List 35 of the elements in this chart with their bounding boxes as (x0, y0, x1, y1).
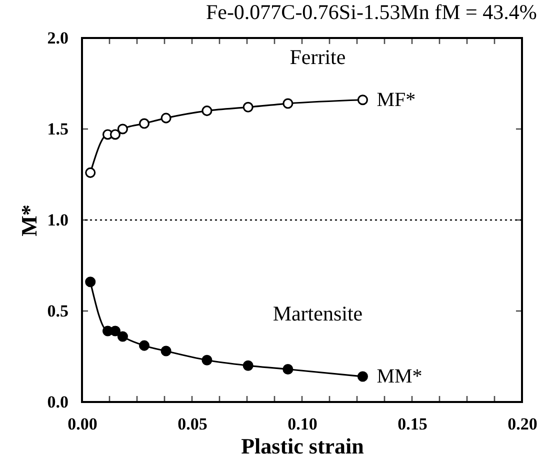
point (117, 124, 128, 134)
y-tick-label: 0.5 (47, 302, 68, 320)
y-axis-title: M* (16, 204, 42, 236)
point (242, 102, 254, 112)
point (202, 354, 212, 366)
x-tick-label: 0.15 (398, 414, 428, 434)
point (110, 326, 120, 336)
point (160, 112, 172, 124)
chart-title: Fe-0.077C-0.76Si-1.53Mn fM = 43.4% (206, 0, 537, 24)
point (138, 118, 150, 129)
x-tick-label: 0.20 (508, 414, 538, 434)
point (160, 346, 172, 356)
point (357, 94, 368, 106)
series-label: MF* (376, 88, 416, 111)
y-tick-label: 1.5 (47, 120, 68, 138)
point (202, 106, 212, 116)
point (138, 340, 150, 351)
point (282, 364, 294, 375)
x-tick-label: 0.05 (178, 414, 208, 434)
point (242, 360, 254, 371)
x-tick-label: 0.10 (288, 414, 318, 434)
point (357, 371, 368, 382)
point (85, 276, 96, 288)
point (282, 98, 294, 109)
point (85, 167, 96, 178)
series-label: MM* (376, 366, 422, 388)
x-axis-title: Plastic strain (241, 434, 364, 458)
y-tick-label: 1.0 (47, 210, 68, 230)
y-tick-label: 0.0 (47, 392, 68, 412)
annotation: Martensite (272, 302, 363, 326)
point (117, 331, 128, 342)
x-tick-label: 0.00 (68, 414, 98, 434)
annotation: Ferrite (290, 44, 346, 69)
y-tick-label: 2.0 (47, 28, 68, 48)
point (110, 129, 120, 140)
